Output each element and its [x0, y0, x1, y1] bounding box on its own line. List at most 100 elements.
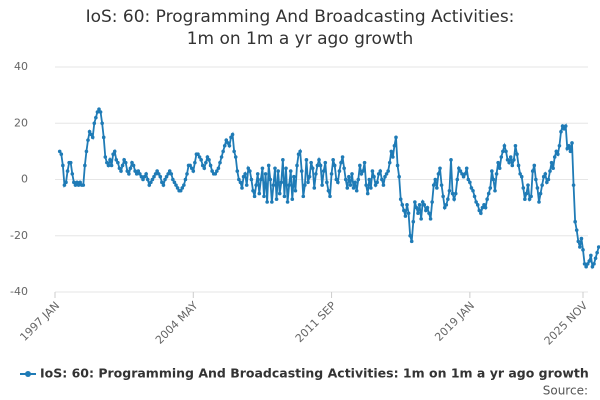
- point: [347, 174, 351, 179]
- point: [138, 172, 142, 176]
- point: [75, 180, 79, 185]
- point: [222, 143, 227, 148]
- point: [380, 177, 384, 182]
- point: [174, 183, 178, 187]
- point: [587, 259, 592, 263]
- point: [395, 163, 400, 168]
- point: [130, 160, 134, 165]
- point: [215, 169, 219, 173]
- point: [150, 177, 155, 182]
- point: [318, 163, 323, 168]
- point: [271, 183, 276, 187]
- point: [568, 149, 573, 154]
- point: [526, 183, 530, 187]
- point: [210, 169, 214, 173]
- y-tick-label: 0: [21, 173, 28, 186]
- point: [490, 169, 494, 173]
- point: [178, 188, 183, 193]
- point: [259, 177, 263, 182]
- point: [370, 169, 375, 173]
- point: [496, 160, 500, 165]
- point: [453, 191, 458, 196]
- point: [493, 188, 497, 193]
- point: [248, 169, 252, 173]
- point: [358, 163, 362, 168]
- point: [185, 172, 189, 176]
- point: [369, 186, 373, 190]
- point: [221, 149, 225, 154]
- point: [431, 183, 436, 187]
- point: [578, 245, 582, 249]
- point: [334, 177, 339, 182]
- point: [450, 191, 455, 196]
- legend-marker: [25, 371, 31, 377]
- point: [326, 188, 331, 193]
- point: [260, 166, 265, 171]
- point: [83, 163, 87, 168]
- point: [438, 166, 442, 171]
- point: [70, 172, 75, 176]
- point: [391, 155, 395, 159]
- point: [249, 177, 254, 182]
- point: [417, 203, 422, 207]
- point: [57, 149, 62, 154]
- point: [134, 172, 139, 176]
- point: [296, 152, 301, 156]
- point: [120, 163, 125, 168]
- point: [257, 191, 262, 196]
- y-tick-label: -20: [10, 229, 28, 242]
- point: [516, 163, 521, 168]
- point: [233, 155, 238, 159]
- point: [351, 186, 356, 190]
- point: [295, 163, 299, 168]
- point: [182, 183, 186, 187]
- point: [109, 163, 114, 168]
- point: [593, 256, 598, 261]
- point: [367, 177, 372, 182]
- point: [422, 203, 427, 207]
- point: [579, 236, 584, 241]
- point: [499, 155, 504, 159]
- point: [144, 172, 148, 176]
- point: [156, 172, 161, 176]
- point: [532, 163, 537, 168]
- point: [530, 169, 535, 173]
- point: [527, 197, 532, 201]
- point: [226, 141, 230, 145]
- point: [284, 166, 288, 171]
- point: [97, 107, 101, 111]
- point: [152, 174, 156, 179]
- point: [309, 160, 313, 165]
- point: [123, 160, 128, 165]
- point: [392, 143, 397, 148]
- point: [108, 158, 112, 162]
- point: [479, 211, 483, 216]
- point: [321, 169, 326, 173]
- point: [441, 194, 445, 199]
- point: [277, 191, 282, 196]
- point: [287, 183, 291, 187]
- point: [73, 183, 78, 187]
- point: [136, 169, 141, 173]
- point: [442, 205, 447, 210]
- point: [127, 172, 131, 176]
- point: [549, 160, 554, 165]
- point: [512, 158, 516, 162]
- point: [475, 203, 480, 207]
- point: [537, 200, 541, 204]
- point: [339, 160, 343, 165]
- point: [183, 177, 188, 182]
- point: [515, 152, 519, 156]
- point: [270, 200, 274, 204]
- point: [276, 169, 280, 173]
- point: [353, 180, 357, 185]
- point: [425, 205, 430, 210]
- point: [240, 186, 244, 190]
- point: [180, 186, 185, 190]
- point: [106, 163, 111, 168]
- point: [477, 208, 482, 213]
- point: [158, 174, 163, 179]
- point: [424, 208, 428, 213]
- point: [486, 191, 491, 196]
- point: [463, 172, 467, 176]
